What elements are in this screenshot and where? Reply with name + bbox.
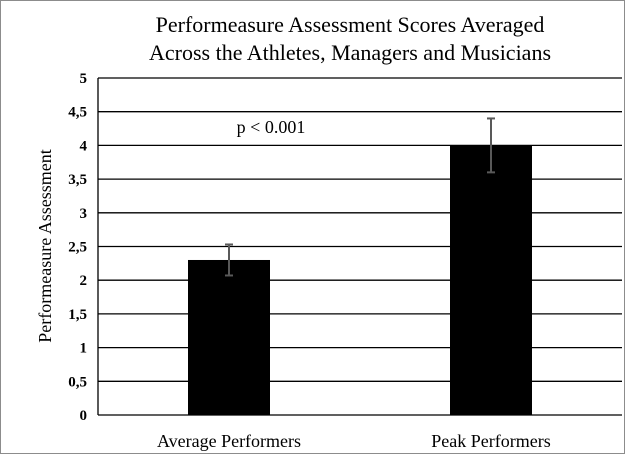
y-tick-label: 3,5 [68,172,87,188]
y-tick-label: 0 [80,408,88,424]
chart-title-line-2: Across the Athletes, Managers and Musici… [149,40,551,65]
y-tick-label: 4,5 [68,105,87,121]
y-axis-label: Performeasure Assessment [35,149,55,342]
y-tick-labels: 0 0,5 1 1,5 2 2,5 3 3,5 4 4,5 5 [68,71,87,424]
gridlines [97,77,622,416]
y-tick-label: 2 [80,273,88,289]
error-bars [225,117,495,277]
y-tick-label: 5 [80,71,88,87]
y-tick-label: 3 [80,206,88,222]
y-tick-label: 2,5 [68,240,87,256]
error-bar [225,243,233,277]
error-bar [487,117,495,174]
x-tick-label: Average Performers [157,431,301,451]
y-tick-label: 1 [80,341,88,357]
p-value-annotation: p < 0.001 [237,117,306,137]
y-tick-label: 1,5 [68,307,87,323]
bar-peak-performers [450,145,532,415]
chart-title-line-1: Performeasure Assessment Scores Averaged [156,12,545,37]
y-tick-label: 0,5 [68,374,87,390]
x-tick-label: Peak Performers [431,431,550,451]
y-tick-label: 4 [80,138,88,154]
bar-average-performers [188,259,270,415]
x-tick-labels: Average Performers Peak Performers [157,431,551,451]
bars [188,145,532,415]
